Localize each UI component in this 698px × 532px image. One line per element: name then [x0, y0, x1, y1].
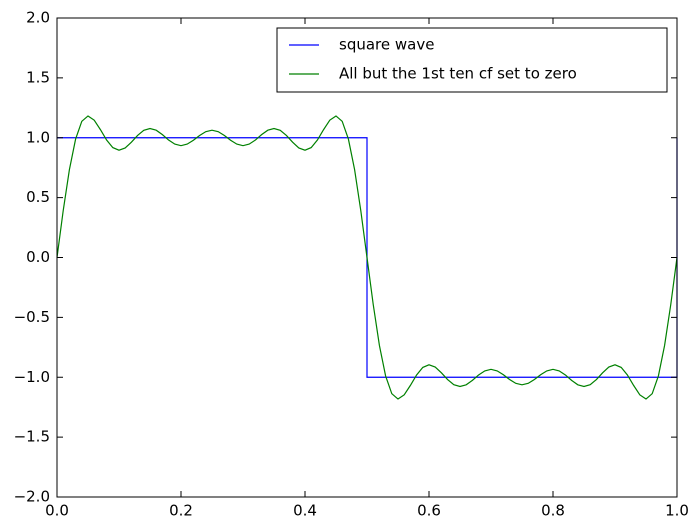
x-tick-label: 0.2: [169, 502, 193, 520]
legend-label: square wave: [339, 36, 434, 54]
x-tick-label: 0.6: [417, 502, 441, 520]
x-tick-label: 0.8: [541, 502, 565, 520]
series-line: [56, 115, 678, 400]
y-tick-label: 0.0: [26, 248, 50, 266]
y-tick-label: 1.5: [26, 68, 50, 86]
y-tick-label: −1.5: [14, 428, 50, 446]
legend-box: [276, 27, 668, 93]
x-tick-label: 0.0: [45, 502, 69, 520]
y-tick-label: 0.5: [26, 188, 50, 206]
x-tick-label: 0.4: [293, 502, 317, 520]
y-tick-label: −2.0: [14, 488, 50, 506]
y-tick-label: −1.0: [14, 368, 50, 386]
x-tick-label: 1.0: [665, 502, 689, 520]
y-tick-label: 1.0: [26, 128, 50, 146]
y-tick-label: −0.5: [14, 308, 50, 326]
y-tick-label: 2.0: [26, 9, 50, 27]
legend-label: All but the 1st ten cf set to zero: [339, 65, 577, 83]
legend: square wave All but the 1st ten cf set to…: [276, 27, 668, 93]
